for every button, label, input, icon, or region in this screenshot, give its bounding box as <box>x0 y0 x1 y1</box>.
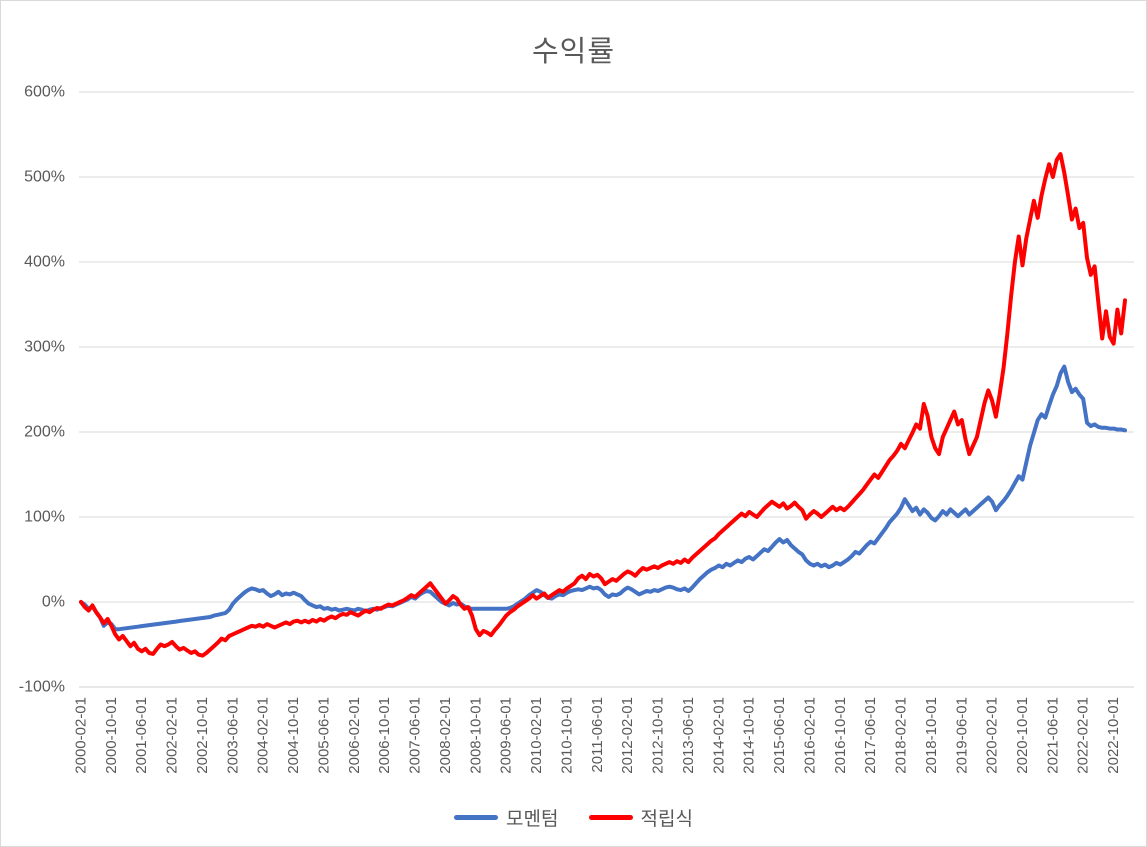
x-axis-label: 2011-06-01 <box>589 697 606 773</box>
x-axis-labels: 2000-02-01 2000-10-01 2001-06-01 2002-02-01… <box>73 697 1123 774</box>
y-axis-label: 0% <box>42 594 65 611</box>
legend-item-installment: 적립식 <box>588 804 693 831</box>
x-axis-label: 2001-06-01 <box>133 697 150 774</box>
x-axis-label: 2012-10-01 <box>650 697 667 774</box>
x-axis-label: 2022-10-01 <box>1105 697 1122 774</box>
x-axis-label: 2012-02-01 <box>619 697 636 774</box>
x-axis-label: 2022-02-01 <box>1075 697 1092 774</box>
y-axis-label: 500% <box>24 169 65 186</box>
x-axis-label: 2018-10-01 <box>923 697 940 774</box>
x-axis-label: 2004-10-01 <box>285 697 302 774</box>
x-axis-label: 2000-02-01 <box>73 697 90 774</box>
gridlines <box>79 91 1134 688</box>
y-axis-label: 600% <box>24 84 65 101</box>
y-axis-label: 100% <box>24 509 65 526</box>
x-axis-label: 2017-06-01 <box>862 697 879 774</box>
x-axis-label: 2007-06-01 <box>407 697 424 774</box>
x-axis-label: 2016-10-01 <box>832 697 849 774</box>
x-axis-label: 2021-06-01 <box>1044 697 1061 774</box>
x-axis-label: 2019-06-01 <box>953 697 970 774</box>
x-axis-label: 2008-02-01 <box>437 697 454 774</box>
x-axis-label: 2010-02-01 <box>528 697 545 774</box>
y-axis-labels: 600% 500% 400% 300% 200% 100% 0% -100% <box>19 84 65 696</box>
x-axis-label: 2010-10-01 <box>558 697 575 774</box>
x-axis-label: 2014-02-01 <box>710 697 727 774</box>
x-axis-label: 2002-10-01 <box>194 697 211 774</box>
series-line-momentum <box>79 364 1127 632</box>
legend-label-momentum: 모멘텀 <box>506 809 559 830</box>
chart-legend: 모멘텀 적립식 <box>1 804 1146 831</box>
x-axis-label: 2002-02-01 <box>164 697 181 774</box>
y-axis-label: 400% <box>24 254 65 271</box>
x-axis-label: 2016-02-01 <box>801 697 818 774</box>
x-axis-label: 2014-10-01 <box>741 697 758 774</box>
legend-swatch-momentum-icon <box>454 815 499 820</box>
x-axis-label: 2020-10-01 <box>1014 697 1031 774</box>
x-axis-label: 2005-06-01 <box>316 697 333 774</box>
chart-title: 수익률 <box>531 36 616 68</box>
x-axis-label: 2013-06-01 <box>680 697 697 774</box>
y-axis-label: -100% <box>19 679 65 696</box>
x-axis-label: 2000-10-01 <box>103 697 120 774</box>
legend-swatch-installment-icon <box>588 815 633 820</box>
y-axis-label: 300% <box>24 339 65 356</box>
x-axis-label: 2015-06-01 <box>771 697 788 774</box>
y-axis-label: 200% <box>24 424 65 441</box>
x-axis-label: 2003-06-01 <box>224 697 241 774</box>
series-line-installment <box>79 152 1127 658</box>
x-axis-label: 2008-10-01 <box>467 697 484 774</box>
x-axis-label: 2006-10-01 <box>376 697 393 774</box>
x-axis-label: 2018-02-01 <box>893 697 910 774</box>
x-axis-label: 2009-06-01 <box>498 697 515 774</box>
legend-item-momentum: 모멘텀 <box>454 804 559 831</box>
x-axis-label: 2020-02-01 <box>984 697 1001 774</box>
legend-label-installment: 적립식 <box>640 809 693 830</box>
x-axis-label: 2006-02-01 <box>346 697 363 774</box>
x-axis-label: 2004-02-01 <box>255 697 272 774</box>
